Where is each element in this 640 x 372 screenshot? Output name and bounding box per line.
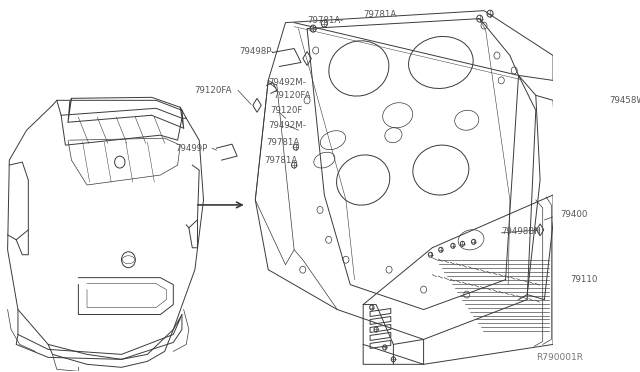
Text: 79499P: 79499P <box>175 144 208 153</box>
Text: 79498BN: 79498BN <box>501 227 541 236</box>
Text: 79400: 79400 <box>560 211 588 219</box>
Text: 79120FA: 79120FA <box>273 91 311 100</box>
Text: R790001R: R790001R <box>536 353 583 362</box>
Text: 79120FA: 79120FA <box>195 86 232 95</box>
Text: 79781A: 79781A <box>264 155 297 164</box>
Text: 79781A: 79781A <box>363 10 396 19</box>
Text: 79492M-: 79492M- <box>268 78 306 87</box>
Text: 79110: 79110 <box>570 275 598 284</box>
Text: 79781A: 79781A <box>266 138 300 147</box>
Text: 79781A-: 79781A- <box>307 16 343 25</box>
Text: 79498P: 79498P <box>239 47 272 56</box>
Text: 79120F: 79120F <box>270 106 302 115</box>
Text: 79458W: 79458W <box>609 96 640 105</box>
Text: 79492M-: 79492M- <box>268 121 306 130</box>
